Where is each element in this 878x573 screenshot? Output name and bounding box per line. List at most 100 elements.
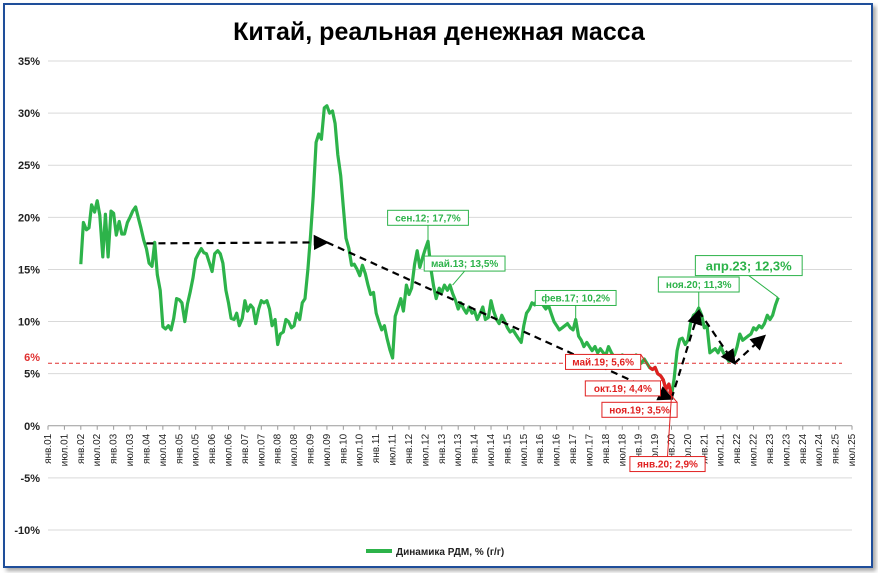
series-line (79, 104, 780, 398)
trend-arrows (146, 234, 767, 401)
annotation-label: янв.20; 2,9% (637, 460, 698, 471)
x-tick-label: янв.23 (765, 433, 776, 464)
x-tick-label: янв.07 (240, 433, 251, 464)
x-tick-label: янв.06 (207, 433, 218, 464)
annotation-box (423, 255, 506, 272)
annotation-box (694, 255, 803, 277)
y-tick-label: 0% (24, 421, 40, 433)
annotation-label: май.13; 13,5% (431, 259, 498, 270)
x-tick-label: июл.22 (749, 433, 760, 466)
annotation-label: сен.12; 17,7% (395, 213, 461, 224)
y-tick-label: 15% (18, 264, 40, 276)
y-tick-label: 20% (18, 212, 40, 224)
x-tick-label: июл.01 (59, 433, 70, 466)
legend: Динамика РДМ, % (г/г) (366, 547, 504, 558)
annotation-box (565, 353, 642, 370)
x-tick-label: июл.24 (814, 433, 825, 466)
y-tick-label: 10% (18, 317, 40, 329)
x-tick-label: июл.03 (125, 433, 136, 466)
annotation-box (534, 289, 617, 306)
trend-arrow (670, 309, 703, 400)
y-tick-label: -10% (14, 525, 40, 537)
annotation-label: окт.19; 4,4% (594, 384, 652, 395)
annotation-leader (640, 354, 650, 368)
annotation-label: ноя.20; 11,3% (666, 280, 732, 291)
annotation-box (584, 380, 662, 397)
x-tick-label: июл.23 (781, 433, 792, 466)
annotations: сен.12; 17,7% май.13; 13,5% фев.17; 10,2% н… (387, 209, 803, 473)
y-tick-label: 5% (24, 369, 40, 381)
trend-arrow (697, 310, 736, 366)
y-tick-label: 35% (18, 56, 40, 68)
series-line-low-segment (648, 365, 674, 396)
annotation-leader (452, 270, 466, 286)
x-tick-label: янв.11 (371, 433, 382, 463)
chart-title: Китай, реальная денежная масса (233, 18, 646, 46)
reference-line-label: 6% (24, 352, 40, 364)
x-tick-label: июл.21 (716, 433, 727, 466)
annotation-label: апр.23; 12,3% (706, 259, 792, 274)
x-tick-label: янв.24 (798, 433, 809, 464)
annotation-leader (748, 275, 779, 298)
legend-label: Динамика РДМ, % (г/г) (396, 547, 504, 558)
x-tick-label: янв.15 (502, 433, 513, 464)
x-tick-label: янв.14 (470, 433, 481, 464)
annotation: ноя.20; 11,3% (657, 276, 740, 309)
x-tick-label: июл.02 (92, 433, 103, 466)
x-tick-label: июл.09 (322, 433, 333, 466)
annotation-label: май.19; 5,6% (572, 357, 634, 368)
x-tick-label: июл.17 (584, 433, 595, 466)
annotation-label: ноя.19; 3,5% (609, 405, 670, 416)
x-tick-label: июл.11 (388, 433, 399, 465)
annotation-label: фев.17; 10,2% (541, 292, 610, 304)
annotation: янв.20; 2,9% (629, 395, 706, 473)
annotation-leader (667, 395, 673, 457)
annotation-box (601, 401, 678, 418)
x-tick-label: янв.18 (601, 433, 612, 464)
x-tick-label: июл.14 (486, 433, 497, 466)
x-tick-label: июл.15 (519, 433, 530, 466)
annotation-box (387, 209, 469, 226)
x-tick-label: янв.09 (306, 433, 317, 464)
x-tick-label: янв.13 (437, 433, 448, 464)
x-tick-label: июл.13 (453, 433, 464, 466)
x-tick-label: янв.20 (667, 433, 678, 464)
x-tick-label: янв.19 (634, 433, 645, 464)
x-tick-label: июл.10 (355, 433, 366, 466)
trend-arrow (733, 334, 767, 365)
y-tick-label: -5% (20, 473, 40, 485)
x-tick-label: янв.03 (109, 433, 120, 464)
annotation-box (657, 276, 740, 293)
x-tick-label: июл.07 (256, 433, 267, 466)
y-tick-label: 30% (18, 108, 40, 120)
annotation: сен.12; 17,7% (387, 209, 469, 242)
x-tick-label: янв.25 (831, 433, 842, 464)
x-tick-label: июл.08 (289, 433, 300, 466)
x-tick-label: июл.16 (552, 433, 563, 466)
x-tick-label: июл.04 (158, 433, 169, 466)
x-tick-label: янв.22 (732, 433, 743, 464)
reference-line-group: 6% (24, 352, 842, 364)
axes: -10% -5% 0% 5% 10% 15% 20% 25% 30% 35% янв.01 июл.0… (14, 56, 858, 537)
x-tick-label: янв.12 (404, 433, 415, 464)
x-tick-label: янв.05 (174, 433, 185, 464)
x-tick-label: янв.02 (76, 433, 87, 464)
y-tick-label: 25% (18, 160, 40, 172)
x-tick-label: июл.18 (617, 433, 628, 466)
annotation-box (629, 456, 706, 473)
x-tick-label: янв.21 (699, 433, 710, 464)
x-tick-label: янв.01 (43, 433, 54, 464)
x-tick-label: янв.17 (568, 433, 579, 464)
x-tick-label: июл.06 (223, 433, 234, 466)
x-tick-label: июл.05 (191, 433, 202, 466)
annotation: апр.23; 12,3% (694, 255, 803, 298)
annotation: окт.19; 4,4% (584, 379, 664, 397)
x-tick-label: июл.20 (683, 433, 694, 466)
x-tick-label: июл.25 (847, 433, 858, 466)
x-tick-label: янв.04 (141, 433, 152, 464)
annotation: май.19; 5,6% (565, 353, 650, 370)
x-tick-label: июл.12 (420, 433, 431, 466)
trend-arrow (146, 234, 330, 251)
x-tick-label: янв.16 (535, 433, 546, 464)
